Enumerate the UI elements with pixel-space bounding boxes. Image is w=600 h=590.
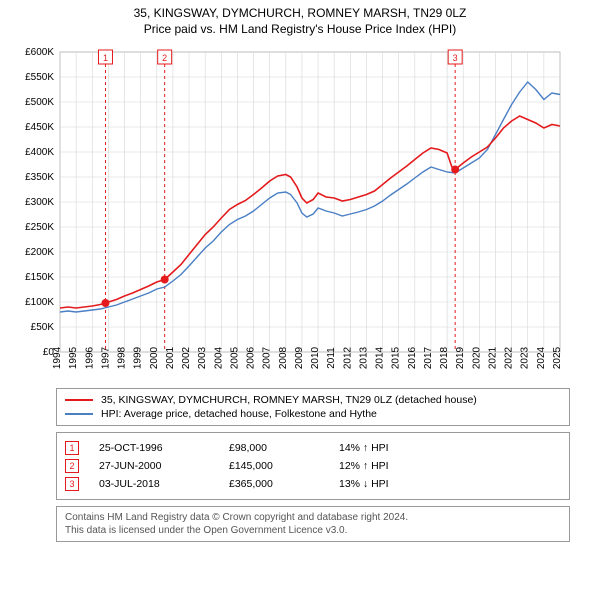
x-tick-label: 2010 bbox=[310, 346, 321, 369]
x-tick-label: 1997 bbox=[100, 346, 111, 369]
x-tick-label: 2021 bbox=[487, 346, 498, 369]
legend-row: HPI: Average price, detached house, Folk… bbox=[65, 407, 561, 421]
legend-label: HPI: Average price, detached house, Folk… bbox=[101, 408, 377, 420]
x-tick-label: 1995 bbox=[68, 346, 79, 369]
x-tick-label: 1998 bbox=[117, 346, 128, 369]
legend-label: 35, KINGSWAY, DYMCHURCH, ROMNEY MARSH, T… bbox=[101, 394, 477, 406]
legend-swatch bbox=[65, 399, 93, 401]
x-tick-label: 2025 bbox=[552, 346, 563, 369]
y-tick-label: £400K bbox=[25, 147, 54, 158]
event-marker-dot bbox=[161, 276, 169, 284]
event-marker-dot bbox=[101, 299, 109, 307]
price-chart: £0£50K£100K£150K£200K£250K£300K£350K£400… bbox=[4, 42, 580, 382]
sales-box: 1 25-OCT-1996£98,00014% ↑ HPI 2 27-JUN-2000… bbox=[56, 432, 570, 500]
x-tick-label: 2013 bbox=[358, 346, 369, 369]
event-marker-label: 3 bbox=[453, 53, 458, 63]
event-marker-label: 1 bbox=[103, 53, 108, 63]
x-tick-label: 2005 bbox=[229, 346, 240, 369]
x-tick-label: 2009 bbox=[294, 346, 305, 369]
sale-delta: 13% ↓ HPI bbox=[339, 478, 389, 490]
x-tick-label: 2017 bbox=[423, 346, 434, 369]
sale-marker: 3 bbox=[65, 477, 79, 491]
page-root: 35, KINGSWAY, DYMCHURCH, ROMNEY MARSH, T… bbox=[0, 0, 600, 590]
x-tick-label: 2023 bbox=[520, 346, 531, 369]
sale-delta: 12% ↑ HPI bbox=[339, 460, 389, 472]
chart-container: £0£50K£100K£150K£200K£250K£300K£350K£400… bbox=[4, 42, 580, 382]
sale-row: 2 27-JUN-2000£145,00012% ↑ HPI bbox=[65, 457, 561, 475]
x-tick-label: 2015 bbox=[391, 346, 402, 369]
y-tick-label: £350K bbox=[25, 172, 54, 183]
sale-row: 1 25-OCT-1996£98,00014% ↑ HPI bbox=[65, 439, 561, 457]
legend-box: 35, KINGSWAY, DYMCHURCH, ROMNEY MARSH, T… bbox=[56, 388, 570, 426]
x-tick-label: 2011 bbox=[326, 347, 337, 369]
event-marker-dot bbox=[451, 166, 459, 174]
sale-date: 27-JUN-2000 bbox=[99, 460, 229, 472]
y-tick-label: £50K bbox=[31, 322, 55, 333]
x-tick-label: 2019 bbox=[455, 346, 466, 369]
x-tick-label: 1994 bbox=[52, 346, 63, 369]
y-tick-label: £600K bbox=[25, 47, 54, 58]
sale-date: 25-OCT-1996 bbox=[99, 442, 229, 454]
sale-marker: 1 bbox=[65, 441, 79, 455]
chart-header: 35, KINGSWAY, DYMCHURCH, ROMNEY MARSH, T… bbox=[0, 0, 600, 38]
y-tick-label: £250K bbox=[25, 222, 54, 233]
sale-marker: 2 bbox=[65, 459, 79, 473]
footer-line-1: Contains HM Land Registry data © Crown c… bbox=[65, 511, 561, 524]
y-tick-label: £100K bbox=[25, 297, 54, 308]
footer-line-2: This data is licensed under the Open Gov… bbox=[65, 524, 561, 537]
x-tick-label: 2000 bbox=[149, 346, 160, 369]
x-tick-label: 2003 bbox=[197, 346, 208, 369]
footer-box: Contains HM Land Registry data © Crown c… bbox=[56, 506, 570, 542]
x-tick-label: 2012 bbox=[342, 346, 353, 369]
x-tick-label: 2002 bbox=[181, 346, 192, 369]
x-tick-label: 1996 bbox=[84, 346, 95, 369]
legend-row: 35, KINGSWAY, DYMCHURCH, ROMNEY MARSH, T… bbox=[65, 393, 561, 407]
x-tick-label: 2014 bbox=[375, 346, 386, 369]
y-tick-label: £300K bbox=[25, 197, 54, 208]
sale-date: 03-JUL-2018 bbox=[99, 478, 229, 490]
y-tick-label: £500K bbox=[25, 97, 54, 108]
x-tick-label: 2008 bbox=[278, 346, 289, 369]
event-marker-label: 2 bbox=[162, 53, 167, 63]
sale-delta: 14% ↑ HPI bbox=[339, 442, 389, 454]
y-tick-label: £150K bbox=[25, 272, 54, 283]
x-tick-label: 1999 bbox=[133, 346, 144, 369]
x-tick-label: 2018 bbox=[439, 346, 450, 369]
x-tick-label: 2001 bbox=[165, 346, 176, 369]
chart-title: 35, KINGSWAY, DYMCHURCH, ROMNEY MARSH, T… bbox=[10, 6, 590, 20]
x-tick-label: 2007 bbox=[262, 346, 273, 369]
chart-subtitle: Price paid vs. HM Land Registry's House … bbox=[10, 22, 590, 36]
x-tick-label: 2004 bbox=[213, 346, 224, 369]
x-tick-label: 2020 bbox=[471, 346, 482, 369]
sale-price: £365,000 bbox=[229, 478, 339, 490]
x-tick-label: 2022 bbox=[504, 346, 515, 369]
sale-row: 3 03-JUL-2018£365,00013% ↓ HPI bbox=[65, 475, 561, 493]
y-tick-label: £450K bbox=[25, 122, 54, 133]
x-tick-label: 2006 bbox=[246, 346, 257, 369]
legend-swatch bbox=[65, 413, 93, 415]
sale-price: £98,000 bbox=[229, 442, 339, 454]
x-tick-label: 2016 bbox=[407, 346, 418, 369]
y-tick-label: £200K bbox=[25, 247, 54, 258]
sale-price: £145,000 bbox=[229, 460, 339, 472]
x-tick-label: 2024 bbox=[536, 346, 547, 369]
y-tick-label: £550K bbox=[25, 72, 54, 83]
